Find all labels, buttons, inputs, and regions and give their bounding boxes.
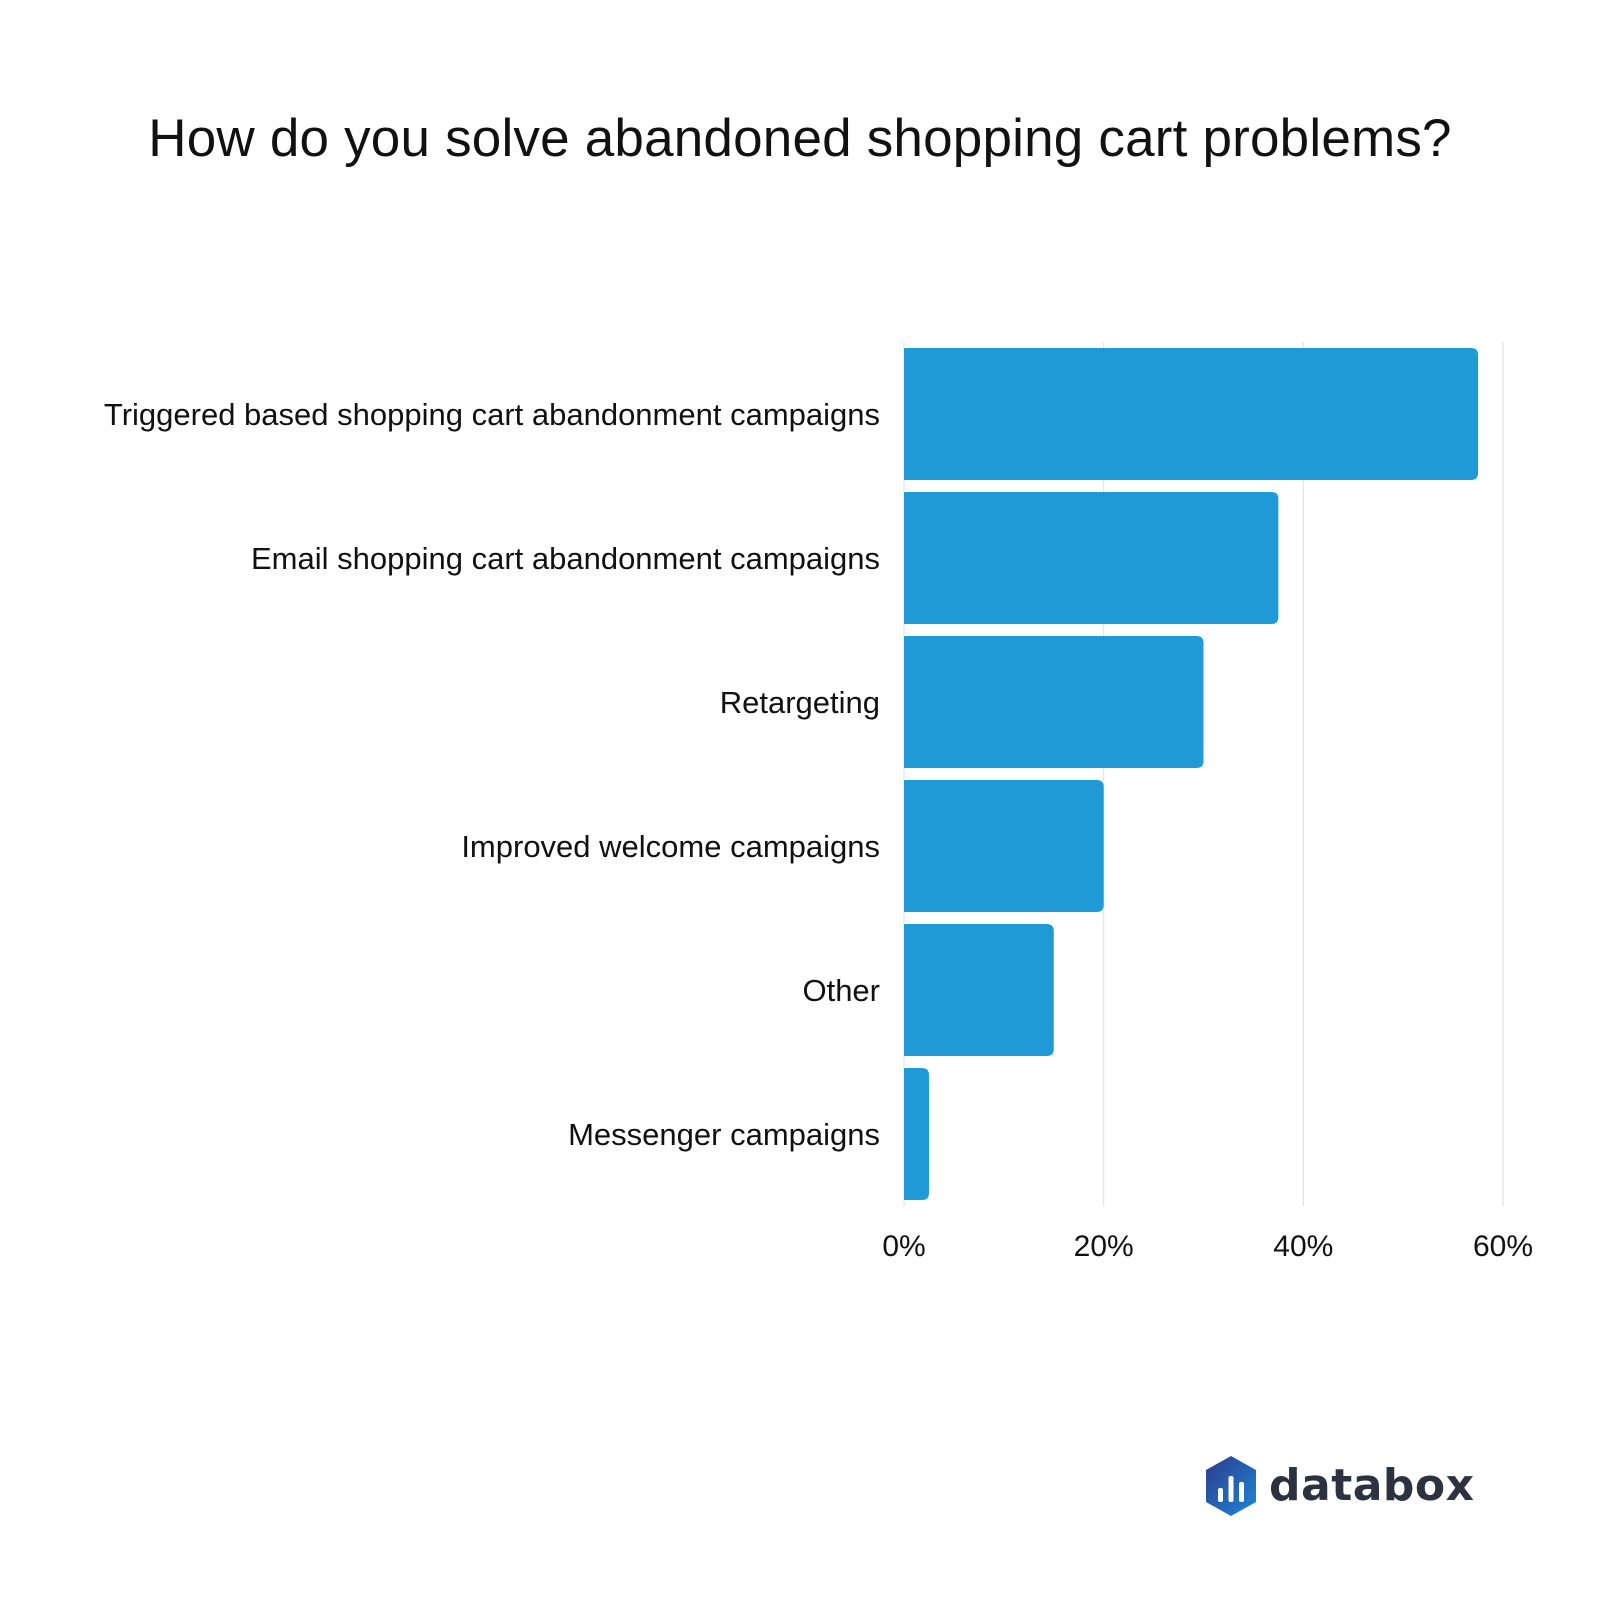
x-tick-label-0: 0% bbox=[882, 1230, 925, 1263]
bar-4 bbox=[904, 924, 1054, 1056]
databox-logo-icon bbox=[1206, 1456, 1256, 1516]
category-label-2: Retargeting bbox=[720, 685, 880, 720]
chart-title: How do you solve abandoned shopping cart… bbox=[148, 109, 1452, 168]
databox-wordmark: databox bbox=[1269, 1460, 1475, 1511]
category-label-1: Email shopping cart abandonment campaign… bbox=[251, 541, 880, 576]
category-label-0: Triggered based shopping cart abandonmen… bbox=[104, 397, 880, 432]
bar-5 bbox=[904, 1068, 929, 1200]
bar-2 bbox=[904, 636, 1204, 768]
bar-0 bbox=[904, 348, 1479, 480]
bar-3 bbox=[904, 780, 1104, 912]
databox-logo: databox bbox=[1203, 1454, 1475, 1518]
x-tick-label-2: 40% bbox=[1273, 1230, 1333, 1263]
x-tick-label-1: 20% bbox=[1074, 1230, 1134, 1263]
bar-1 bbox=[904, 492, 1279, 624]
category-label-3: Improved welcome campaigns bbox=[461, 829, 880, 864]
x-tick-label-3: 60% bbox=[1473, 1230, 1533, 1263]
category-label-5: Messenger campaigns bbox=[568, 1117, 880, 1152]
category-label-4: Other bbox=[802, 973, 880, 1008]
